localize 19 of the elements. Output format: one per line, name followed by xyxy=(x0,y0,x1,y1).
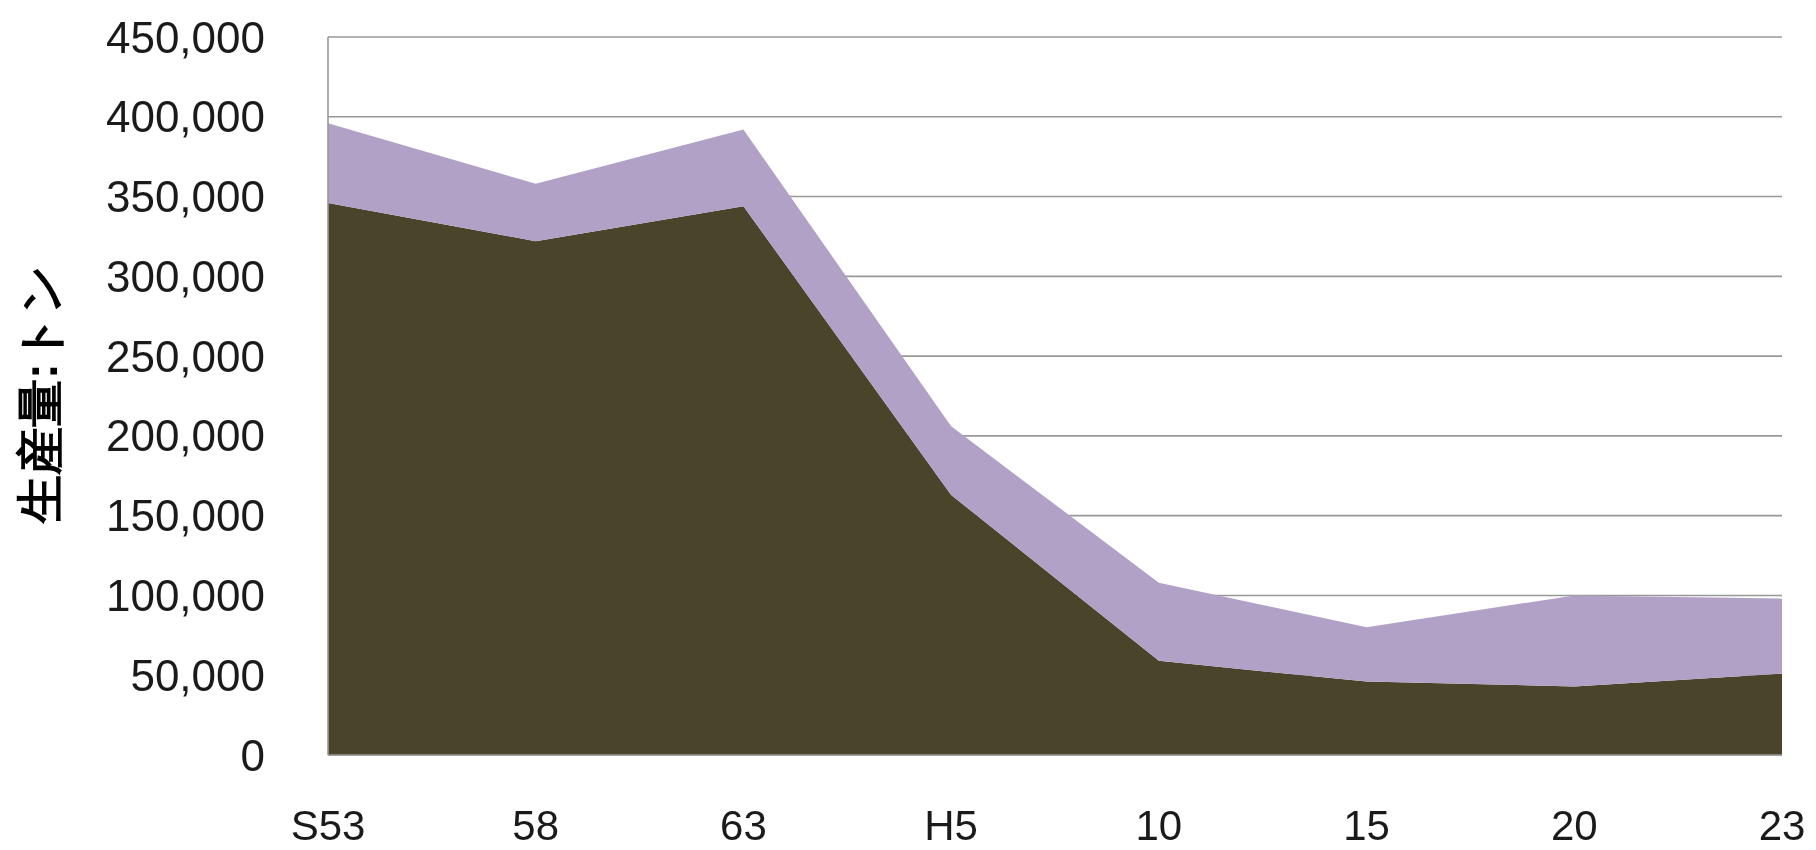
y-tick-label: 250,000 xyxy=(105,331,265,381)
x-tick-label: 63 xyxy=(720,801,767,849)
y-tick-label: 400,000 xyxy=(105,92,265,142)
x-tick-label: 20 xyxy=(1550,801,1598,849)
x-tick-label: 58 xyxy=(512,801,560,849)
x-tick-label: H5 xyxy=(924,801,978,849)
y-tick-label: 100,000 xyxy=(105,570,265,620)
y-axis-title: 生産量:トン xyxy=(13,265,67,525)
y-tick-label: 200,000 xyxy=(105,411,265,461)
x-tick-label: 10 xyxy=(1135,801,1183,849)
y-tick-label: 50,000 xyxy=(130,650,265,700)
y-tick-label: 0 xyxy=(240,730,265,780)
y-tick-label: 350,000 xyxy=(105,172,265,222)
x-tick-label: 23 xyxy=(1758,801,1806,849)
y-tick-label: 450,000 xyxy=(105,12,265,62)
x-tick-label: S53 xyxy=(290,801,366,849)
y-tick-label: 300,000 xyxy=(105,251,265,301)
y-tick-label: 150,000 xyxy=(105,491,265,541)
x-tick-label: 15 xyxy=(1343,801,1390,849)
